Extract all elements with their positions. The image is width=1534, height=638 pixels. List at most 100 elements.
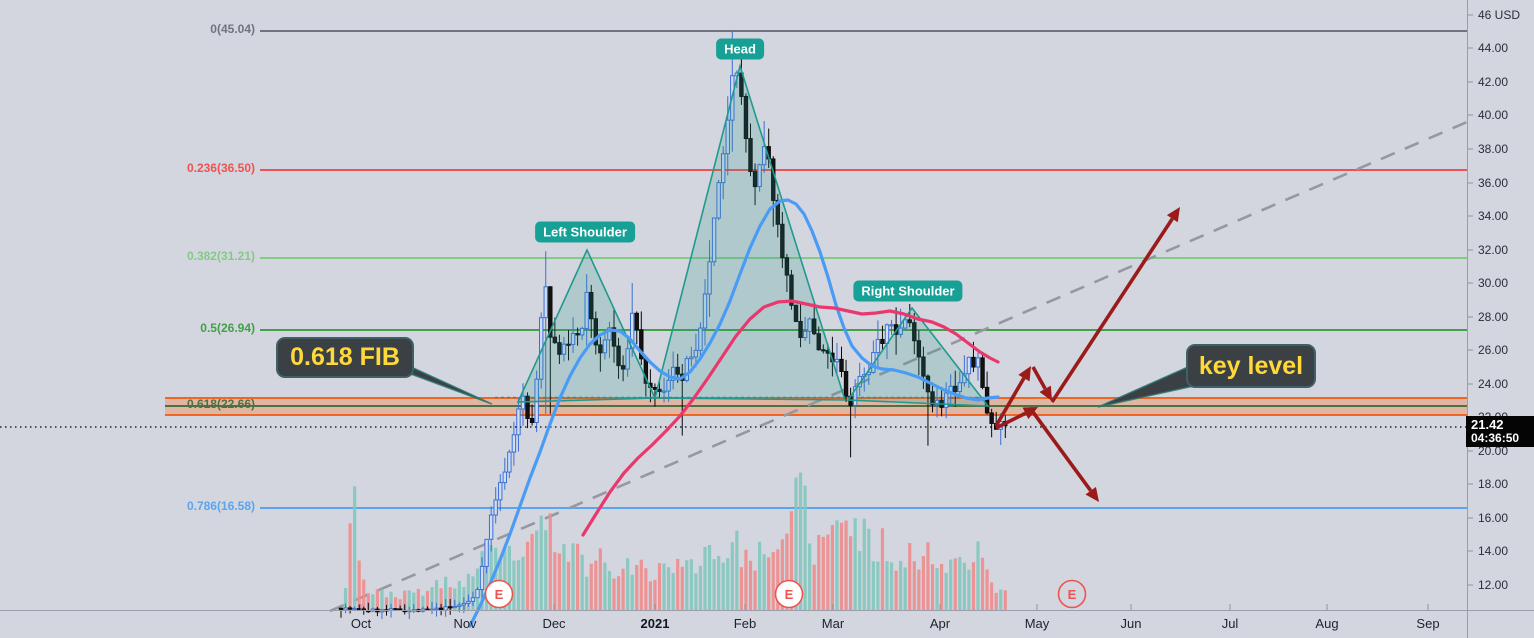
volume-bar [999,589,1003,610]
ma-blue [468,198,1000,628]
candle-body [752,171,758,188]
candle-body [443,606,448,611]
callout-key-level[interactable]: key level [1186,344,1316,388]
volume-bar [853,518,857,610]
projection-arrow-3[interactable] [995,411,1027,430]
volume-bar [985,569,989,610]
candle-body [852,386,858,406]
candle-body [457,604,462,607]
volume-bar [439,588,443,610]
volume-bar [780,539,784,610]
volume-bar [503,547,507,610]
candle-body [880,338,885,344]
volume-bar [917,569,921,610]
candle-body [984,386,990,414]
candle-body [843,370,849,397]
candle-body [589,291,594,320]
volume-bar [862,518,866,610]
volume-bar [585,576,589,610]
volume-bar [767,557,771,610]
candle-body [516,408,521,436]
candle-body [548,286,553,338]
volume-bar [944,572,948,610]
volume-bar [644,568,648,610]
volume-bar [735,530,739,610]
callout-0618-fib[interactable]: 0.618 FIB [276,337,414,378]
volume-bar [971,562,976,610]
volume-bar [603,562,607,610]
candle-body [661,390,667,393]
volume-bar [817,534,821,610]
volume-bar [994,592,998,610]
projection-arrow-0[interactable] [994,377,1026,427]
candle-body [434,607,439,610]
candle-body [943,392,949,408]
volume-bar [935,568,939,610]
badge-left-shoulder[interactable]: Left Shoulder [535,221,635,243]
candle-body [502,471,508,484]
volume-bar [739,567,743,610]
candle-body [980,357,985,388]
volume-bar [366,593,370,610]
candle-body [448,606,453,609]
candle-body [357,608,362,611]
candle-body [930,391,935,406]
candle-body [711,217,717,263]
badge-right-shoulder[interactable]: Right Shoulder [853,280,963,302]
volume-bar [580,554,584,610]
candle-body [602,339,608,354]
volume-bar [516,560,521,610]
volume-bar [885,561,889,610]
volume-bar [485,548,489,610]
candle-body [834,358,840,363]
volume-bar [466,573,470,610]
volume-bar [867,528,871,610]
earnings-marker-icon[interactable] [484,579,514,609]
candle-body [338,607,344,611]
volume-bar [357,560,361,610]
candle-body [529,417,535,423]
candle-body [507,451,512,473]
volume-bar [903,567,907,610]
projection-arrow-2-head [1166,207,1180,223]
last-price: 21.42 [1471,417,1504,432]
projection-arrow-0-head [1018,366,1031,382]
candle-body [743,95,749,140]
earnings-marker-icon[interactable] [774,579,804,609]
volume-bar [548,513,552,610]
projection-arrow-1[interactable] [1031,366,1047,390]
earnings-marker-icon[interactable] [1057,579,1087,609]
volume-bar [544,530,548,610]
volume-bar [707,545,712,610]
volume-bar [416,589,420,610]
candle-body [793,304,799,322]
volume-bar [566,561,571,610]
volume-bar [921,556,925,610]
candle-body [561,343,567,355]
projection-arrow-2[interactable] [1050,217,1174,403]
pattern-triangle-0[interactable] [516,248,657,403]
volume-bar [667,567,671,610]
volume-bar [871,561,875,610]
pattern-triangle-2[interactable] [846,306,990,407]
projection-arrow-3-head [1022,407,1038,420]
candle-body [620,365,626,370]
volume-bar [685,560,689,610]
volume-bar [889,562,894,610]
projection-arrow-1-head [1039,385,1052,401]
candle-body [575,332,580,336]
volume-bar [457,580,461,610]
volume-bar [694,573,698,610]
candle-body [784,257,790,276]
projection-arrow-4[interactable] [1028,406,1093,492]
volume-bar [980,557,985,610]
volume-bar [671,573,675,610]
volume-bar [830,524,834,610]
volume-bar [384,597,389,610]
pattern-triangle-1[interactable] [653,63,847,401]
volume-bar [949,559,953,610]
volume-bar [607,571,612,610]
badge-head[interactable]: Head [716,38,764,60]
